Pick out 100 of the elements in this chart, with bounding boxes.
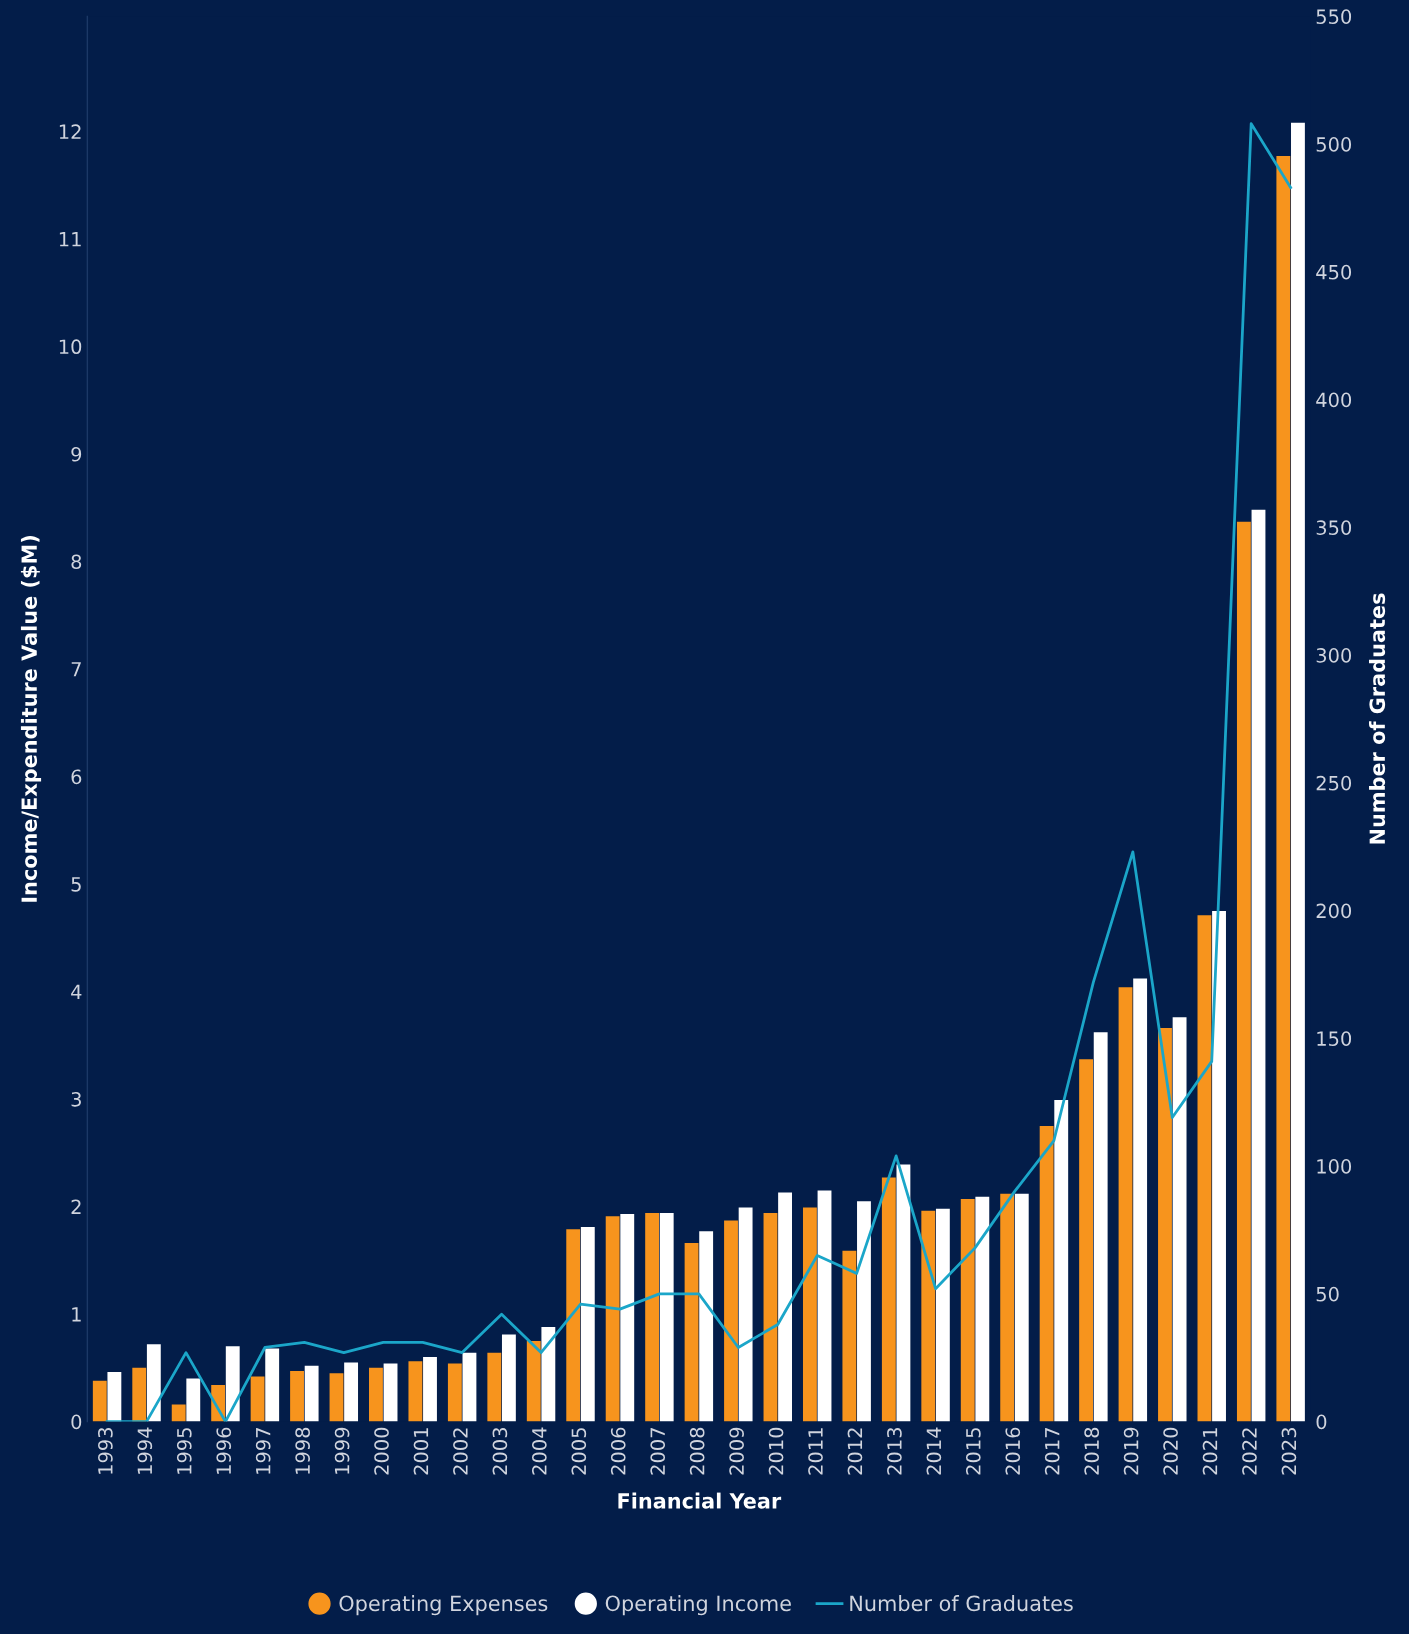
- bar: [778, 1192, 792, 1422]
- y2-tick-label: 300: [1316, 648, 1352, 663]
- legend-label: Operating Income: [605, 1595, 791, 1616]
- bar: [1212, 910, 1226, 1422]
- x-tick-label: 2013: [887, 1428, 902, 1475]
- y-tick-label: 1: [72, 1307, 81, 1322]
- y2-tick-label: 350: [1316, 520, 1352, 535]
- bar: [659, 1213, 674, 1422]
- bar: [645, 1213, 660, 1422]
- x-tick-label: 2002: [453, 1428, 468, 1475]
- bar: [684, 1243, 699, 1422]
- bar: [921, 1210, 936, 1422]
- y-tick-label: 2: [71, 1199, 81, 1214]
- bar: [1251, 509, 1266, 1422]
- bar: [1079, 1059, 1094, 1422]
- x-tick-label: 2003: [492, 1428, 508, 1475]
- x-tick-label: 1996: [216, 1427, 232, 1474]
- bar: [857, 1201, 871, 1422]
- y-tick-label: 11: [59, 232, 81, 247]
- bar: [171, 1404, 186, 1422]
- bar: [881, 1177, 896, 1422]
- bar: [817, 1190, 832, 1422]
- bar: [501, 1334, 516, 1422]
- y2-tick-label: 100: [1317, 1159, 1352, 1174]
- y-tick-label: 7: [71, 662, 81, 677]
- x-tick-label: 2023: [1281, 1428, 1297, 1475]
- x-tick-label: 2008: [689, 1427, 705, 1475]
- x-tick-label: 2017: [1044, 1428, 1060, 1475]
- y-tick-label: 4: [71, 984, 82, 999]
- y-tick-label: 10: [59, 339, 82, 355]
- bar: [369, 1367, 383, 1422]
- bar: [1054, 1100, 1069, 1422]
- bar: [1236, 521, 1251, 1422]
- bar: [1172, 1017, 1187, 1422]
- bar: [290, 1371, 304, 1422]
- bar: [265, 1348, 280, 1422]
- y2-tick-label: 500: [1316, 137, 1352, 152]
- legend-label: Number of Graduates: [850, 1595, 1073, 1612]
- bar: [1133, 978, 1148, 1422]
- y2-axis-title: Number of Graduates: [1369, 593, 1386, 844]
- bar: [225, 1346, 240, 1422]
- bar: [329, 1373, 344, 1422]
- x-tick-label: 2022: [1242, 1428, 1257, 1475]
- x-tick-label: 2004: [531, 1427, 547, 1475]
- x-tick-label: 2001: [413, 1428, 429, 1475]
- bar: [724, 1220, 738, 1422]
- x-tick-label: 2005: [571, 1428, 587, 1475]
- x-tick-label: 1999: [334, 1427, 350, 1474]
- y2-tick-label: 150: [1317, 1031, 1352, 1046]
- y2-tick-label: 250: [1316, 775, 1352, 791]
- bar: [526, 1340, 541, 1422]
- x-tick-label: 2006: [610, 1427, 626, 1475]
- bar: [1118, 987, 1133, 1422]
- bar: [132, 1367, 147, 1422]
- bar: [250, 1376, 265, 1422]
- x-tick-label: 2016: [1005, 1427, 1021, 1475]
- y2-tick-label: 200: [1316, 903, 1352, 919]
- y-axis-title: Income/Expenditure Value ($M): [20, 536, 42, 902]
- bar: [1014, 1193, 1029, 1422]
- x-tick-label: 1994: [137, 1427, 153, 1474]
- bar: [408, 1361, 423, 1422]
- y-tick-label: 5: [71, 877, 81, 892]
- x-tick-label: 2019: [1123, 1427, 1139, 1475]
- bar: [738, 1207, 753, 1422]
- bar: [186, 1378, 201, 1422]
- x-tick-label: 2021: [1202, 1428, 1218, 1475]
- bar: [605, 1216, 620, 1422]
- bar: [580, 1226, 595, 1422]
- x-tick-label: 1997: [255, 1428, 271, 1474]
- bar: [304, 1365, 319, 1422]
- line-series: [105, 122, 1293, 1422]
- bar: [344, 1362, 359, 1422]
- y-tick-label: 9: [71, 446, 82, 462]
- y-tick-label: 3: [71, 1091, 81, 1107]
- bar: [802, 1207, 817, 1422]
- x-tick-label: 2009: [729, 1427, 744, 1475]
- bar: [763, 1213, 778, 1422]
- bar: [541, 1326, 556, 1422]
- bar: [1000, 1193, 1015, 1422]
- y-tick-label: 12: [59, 124, 81, 139]
- x-tick-label: 2000: [374, 1427, 389, 1475]
- bar: [1276, 156, 1291, 1422]
- y2-tick-label: 550: [1316, 9, 1352, 24]
- bar: [92, 1380, 107, 1422]
- x-axis-title: Financial Year: [618, 1492, 782, 1509]
- bar: [975, 1196, 990, 1422]
- bar: [487, 1352, 502, 1422]
- legend-label: Operating Expenses: [339, 1595, 548, 1616]
- x-tick-label: 2012: [847, 1428, 863, 1475]
- x-tick-label: 1998: [295, 1427, 310, 1474]
- x-tick-label: 2018: [1084, 1427, 1100, 1475]
- x-tick-label: 1995: [176, 1428, 192, 1474]
- bar: [620, 1214, 635, 1422]
- y2-tick-label: 50: [1316, 1286, 1339, 1302]
- bar: [699, 1231, 714, 1422]
- bar: [1093, 1032, 1108, 1422]
- bar: [1197, 915, 1212, 1422]
- y-tick-label: 8: [71, 554, 82, 570]
- bar: [1158, 1028, 1172, 1422]
- y-tick-label: 0: [71, 1414, 82, 1430]
